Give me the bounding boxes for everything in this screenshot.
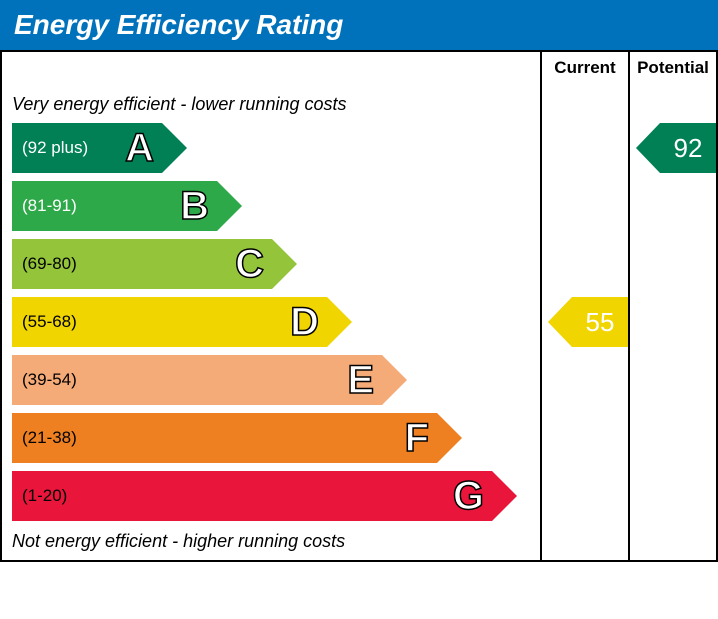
band-arrow-c (272, 239, 297, 289)
band-arrow-a (162, 123, 187, 173)
band-arrow-b (217, 181, 242, 231)
band-row-e: (39-54) E (12, 355, 540, 405)
band-arrow-f (437, 413, 462, 463)
band-letter-e: E (347, 355, 374, 405)
potential-value: 92 (660, 123, 716, 173)
band-row-b: (81-91) B (12, 181, 540, 231)
band-bar-e: (39-54) E (12, 355, 382, 405)
header-current: Current (540, 50, 628, 84)
band-row-d: (55-68) D (12, 297, 540, 347)
band-bar-a: (92 plus) A (12, 123, 162, 173)
header-potential: Potential (628, 50, 716, 84)
potential-column: 92 (628, 84, 716, 560)
chart-grid: Current Potential Very energy efficient … (0, 50, 718, 562)
band-letter-b: B (180, 181, 209, 231)
band-letter-c: C (235, 239, 264, 289)
header-spacer (2, 50, 540, 84)
band-arrow-e (382, 355, 407, 405)
band-row-a: (92 plus) A (12, 123, 540, 173)
band-range-b: (81-91) (12, 196, 77, 216)
caption-top: Very energy efficient - lower running co… (2, 92, 540, 121)
current-pointer-arrow (548, 297, 572, 347)
band-row-c: (69-80) C (12, 239, 540, 289)
band-range-f: (21-38) (12, 428, 77, 448)
band-bar-b: (81-91) B (12, 181, 217, 231)
band-range-g: (1-20) (12, 486, 67, 506)
bars-area: Very energy efficient - lower running co… (2, 84, 540, 560)
potential-pointer-arrow (636, 123, 660, 173)
band-arrow-g (492, 471, 517, 521)
band-bar-g: (1-20) G (12, 471, 492, 521)
bars-list: (92 plus) A (81-91) B (69-80) C (55-68) D (39-54… (2, 123, 540, 521)
band-row-g: (1-20) G (12, 471, 540, 521)
caption-bottom: Not energy efficient - higher running co… (2, 525, 540, 554)
band-letter-g: G (453, 471, 484, 521)
band-range-e: (39-54) (12, 370, 77, 390)
band-letter-d: D (290, 297, 319, 347)
band-bar-d: (55-68) D (12, 297, 327, 347)
band-range-d: (55-68) (12, 312, 77, 332)
energy-efficiency-chart: Energy Efficiency Rating Current Potenti… (0, 0, 718, 619)
current-value: 55 (572, 297, 628, 347)
band-row-f: (21-38) F (12, 413, 540, 463)
band-bar-f: (21-38) F (12, 413, 437, 463)
band-arrow-d (327, 297, 352, 347)
current-pointer: 55 (548, 297, 628, 347)
chart-title: Energy Efficiency Rating (0, 0, 718, 50)
band-range-c: (69-80) (12, 254, 77, 274)
band-letter-a: A (125, 123, 154, 173)
current-column: 55 (540, 84, 628, 560)
potential-pointer: 92 (636, 123, 716, 173)
band-letter-f: F (405, 413, 429, 463)
band-bar-c: (69-80) C (12, 239, 272, 289)
band-range-a: (92 plus) (12, 138, 88, 158)
